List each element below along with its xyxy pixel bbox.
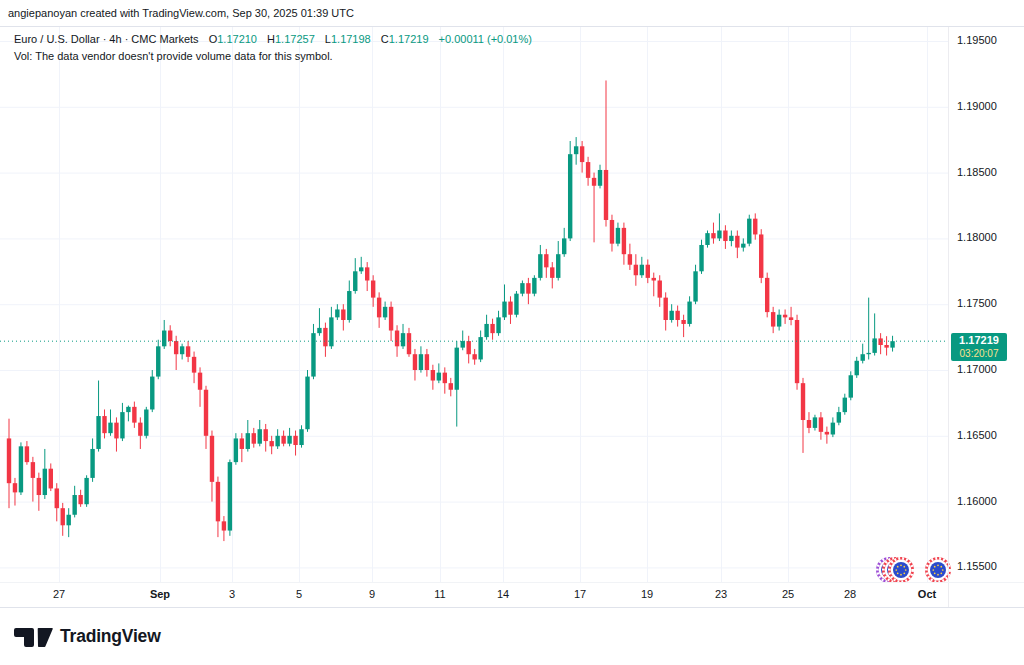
price-axis-label: 1.15500: [957, 560, 997, 572]
high-label: H: [267, 33, 275, 45]
chart-pane[interactable]: Euro / U.S. Dollar · 4h · CMC Markets O1…: [0, 27, 948, 582]
price-axis-label: 1.16500: [957, 429, 997, 441]
close-value: 1.17219: [389, 33, 429, 45]
price-axis-label: 1.17000: [957, 363, 997, 375]
price-axis-label: 1.18500: [957, 166, 997, 178]
bar-countdown: 03:20:07: [951, 347, 1007, 360]
time-axis-label: Oct: [902, 588, 952, 600]
close-label: C: [381, 33, 389, 45]
tradingview-logo-icon[interactable]: [13, 627, 54, 648]
legend-volume-row: Vol: The data vendor doesn't provide vol…: [14, 48, 532, 65]
time-axis-label: 3: [207, 588, 257, 600]
time-axis-label: 9: [347, 588, 397, 600]
time-axis-label: 19: [622, 588, 672, 600]
price-axis[interactable]: 1.19500 1.19000 1.18500 1.18000 1.17500 1.170…: [948, 27, 1024, 608]
open-value: 1.17210: [217, 33, 257, 45]
time-axis-label: 28: [825, 588, 875, 600]
time-axis[interactable]: 27 Sep 3 5 9 11 14 17 19 23 25 28 Oct: [0, 582, 1024, 608]
tradingview-chart-snapshot: angiepanoyan created with TradingView.co…: [0, 0, 1024, 665]
symbol-title: Euro / U.S. Dollar · 4h · CMC Markets: [14, 33, 199, 45]
time-axis-label: 14: [478, 588, 528, 600]
footer: TradingView: [0, 608, 1024, 665]
time-axis-label: Sep: [135, 588, 185, 600]
price-axis-label: 1.16000: [957, 495, 997, 507]
eu-flag-sticker-cluster[interactable]: [872, 555, 920, 585]
high-value: 1.17257: [275, 33, 315, 45]
price-axis-label: 1.19500: [957, 34, 997, 46]
time-axis-label: 27: [34, 588, 84, 600]
time-axis-label: 11: [415, 588, 465, 600]
brand-text[interactable]: TradingView: [60, 626, 161, 647]
eu-flag-sticker-front: [889, 558, 912, 581]
change-value: +0.00011 (+0.01%): [439, 33, 532, 45]
attribution-bar: angiepanoyan created with TradingView.co…: [0, 0, 1024, 27]
time-axis-label: 23: [696, 588, 746, 600]
time-axis-label: 5: [274, 588, 324, 600]
candlestick-chart[interactable]: [0, 27, 948, 582]
time-axis-label: 17: [555, 588, 605, 600]
attribution-text: angiepanoyan created with TradingView.co…: [8, 7, 354, 19]
price-axis-label: 1.19000: [957, 100, 997, 112]
open-label: O: [209, 33, 218, 45]
low-value: 1.17198: [331, 33, 371, 45]
last-price-badge[interactable]: 1.17219 03:20:07: [951, 333, 1007, 361]
time-axis-label: 25: [763, 588, 813, 600]
price-axis-label: 1.17500: [957, 297, 997, 309]
last-price-value: 1.17219: [951, 333, 1007, 347]
legend-symbol-row: Euro / U.S. Dollar · 4h · CMC Markets O1…: [14, 31, 532, 48]
price-axis-label: 1.18000: [957, 231, 997, 243]
volume-note: Vol: The data vendor doesn't provide vol…: [14, 50, 333, 62]
chart-legend: Euro / U.S. Dollar · 4h · CMC Markets O1…: [14, 31, 532, 65]
